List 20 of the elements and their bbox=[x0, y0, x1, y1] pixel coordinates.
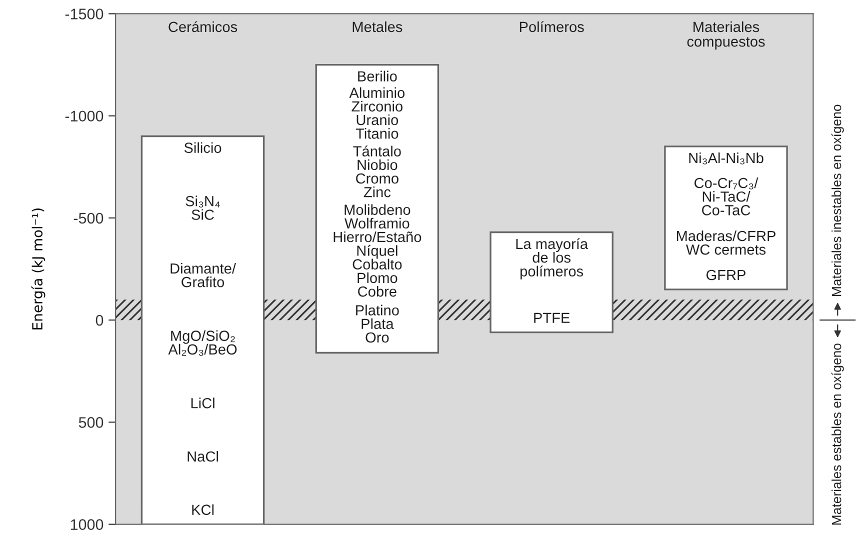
text: Materiales estables en oxígeno bbox=[831, 344, 844, 525]
y-tick-label: 0 bbox=[96, 314, 104, 326]
annotation: Ni₃Al-Ni₃Nb Co-Cr₇C₃/ Ni-TaC/ Co-TaC Maderas/CFRP WC cermets GFRP bbox=[676, 152, 776, 280]
x-tick-label: Materiales compuestos bbox=[687, 21, 765, 50]
bar bbox=[315, 64, 440, 354]
x-tick-label: Cerámicos bbox=[168, 21, 238, 32]
x-tick-label: Polímeros bbox=[520, 21, 584, 32]
bar bbox=[664, 146, 788, 290]
text: La mayoría de los polímeros PTFE bbox=[516, 238, 588, 323]
bar bbox=[490, 231, 614, 334]
x-tick-label: Metales bbox=[352, 21, 402, 32]
y-tick-label: -1500 bbox=[65, 8, 104, 20]
y-tick-label: 500 bbox=[78, 417, 104, 428]
y-tick-label: -1000 bbox=[65, 110, 104, 122]
y-axis-title: Energía (kJ mol⁻¹) bbox=[31, 208, 46, 330]
text: Silicio Si₃N₄ SiC Diamante/ Grafito MgO/SiO₂ Al₂O₃/BeO LiCl NaCl KCl bbox=[168, 142, 237, 516]
text: Materiales inestables en oxígeno bbox=[831, 104, 844, 296]
y-tick-label: 1000 bbox=[70, 519, 104, 530]
text: Berilio Aluminio Zirconio Uranio Titanio Tántalo Niobio Cromo Zinc Molibdeno Wolframio Hierro/Estaño Níquel Cobalto Plomo Cobre Platino Plata Oro bbox=[334, 70, 422, 343]
y-tick-label: -500 bbox=[74, 212, 104, 224]
